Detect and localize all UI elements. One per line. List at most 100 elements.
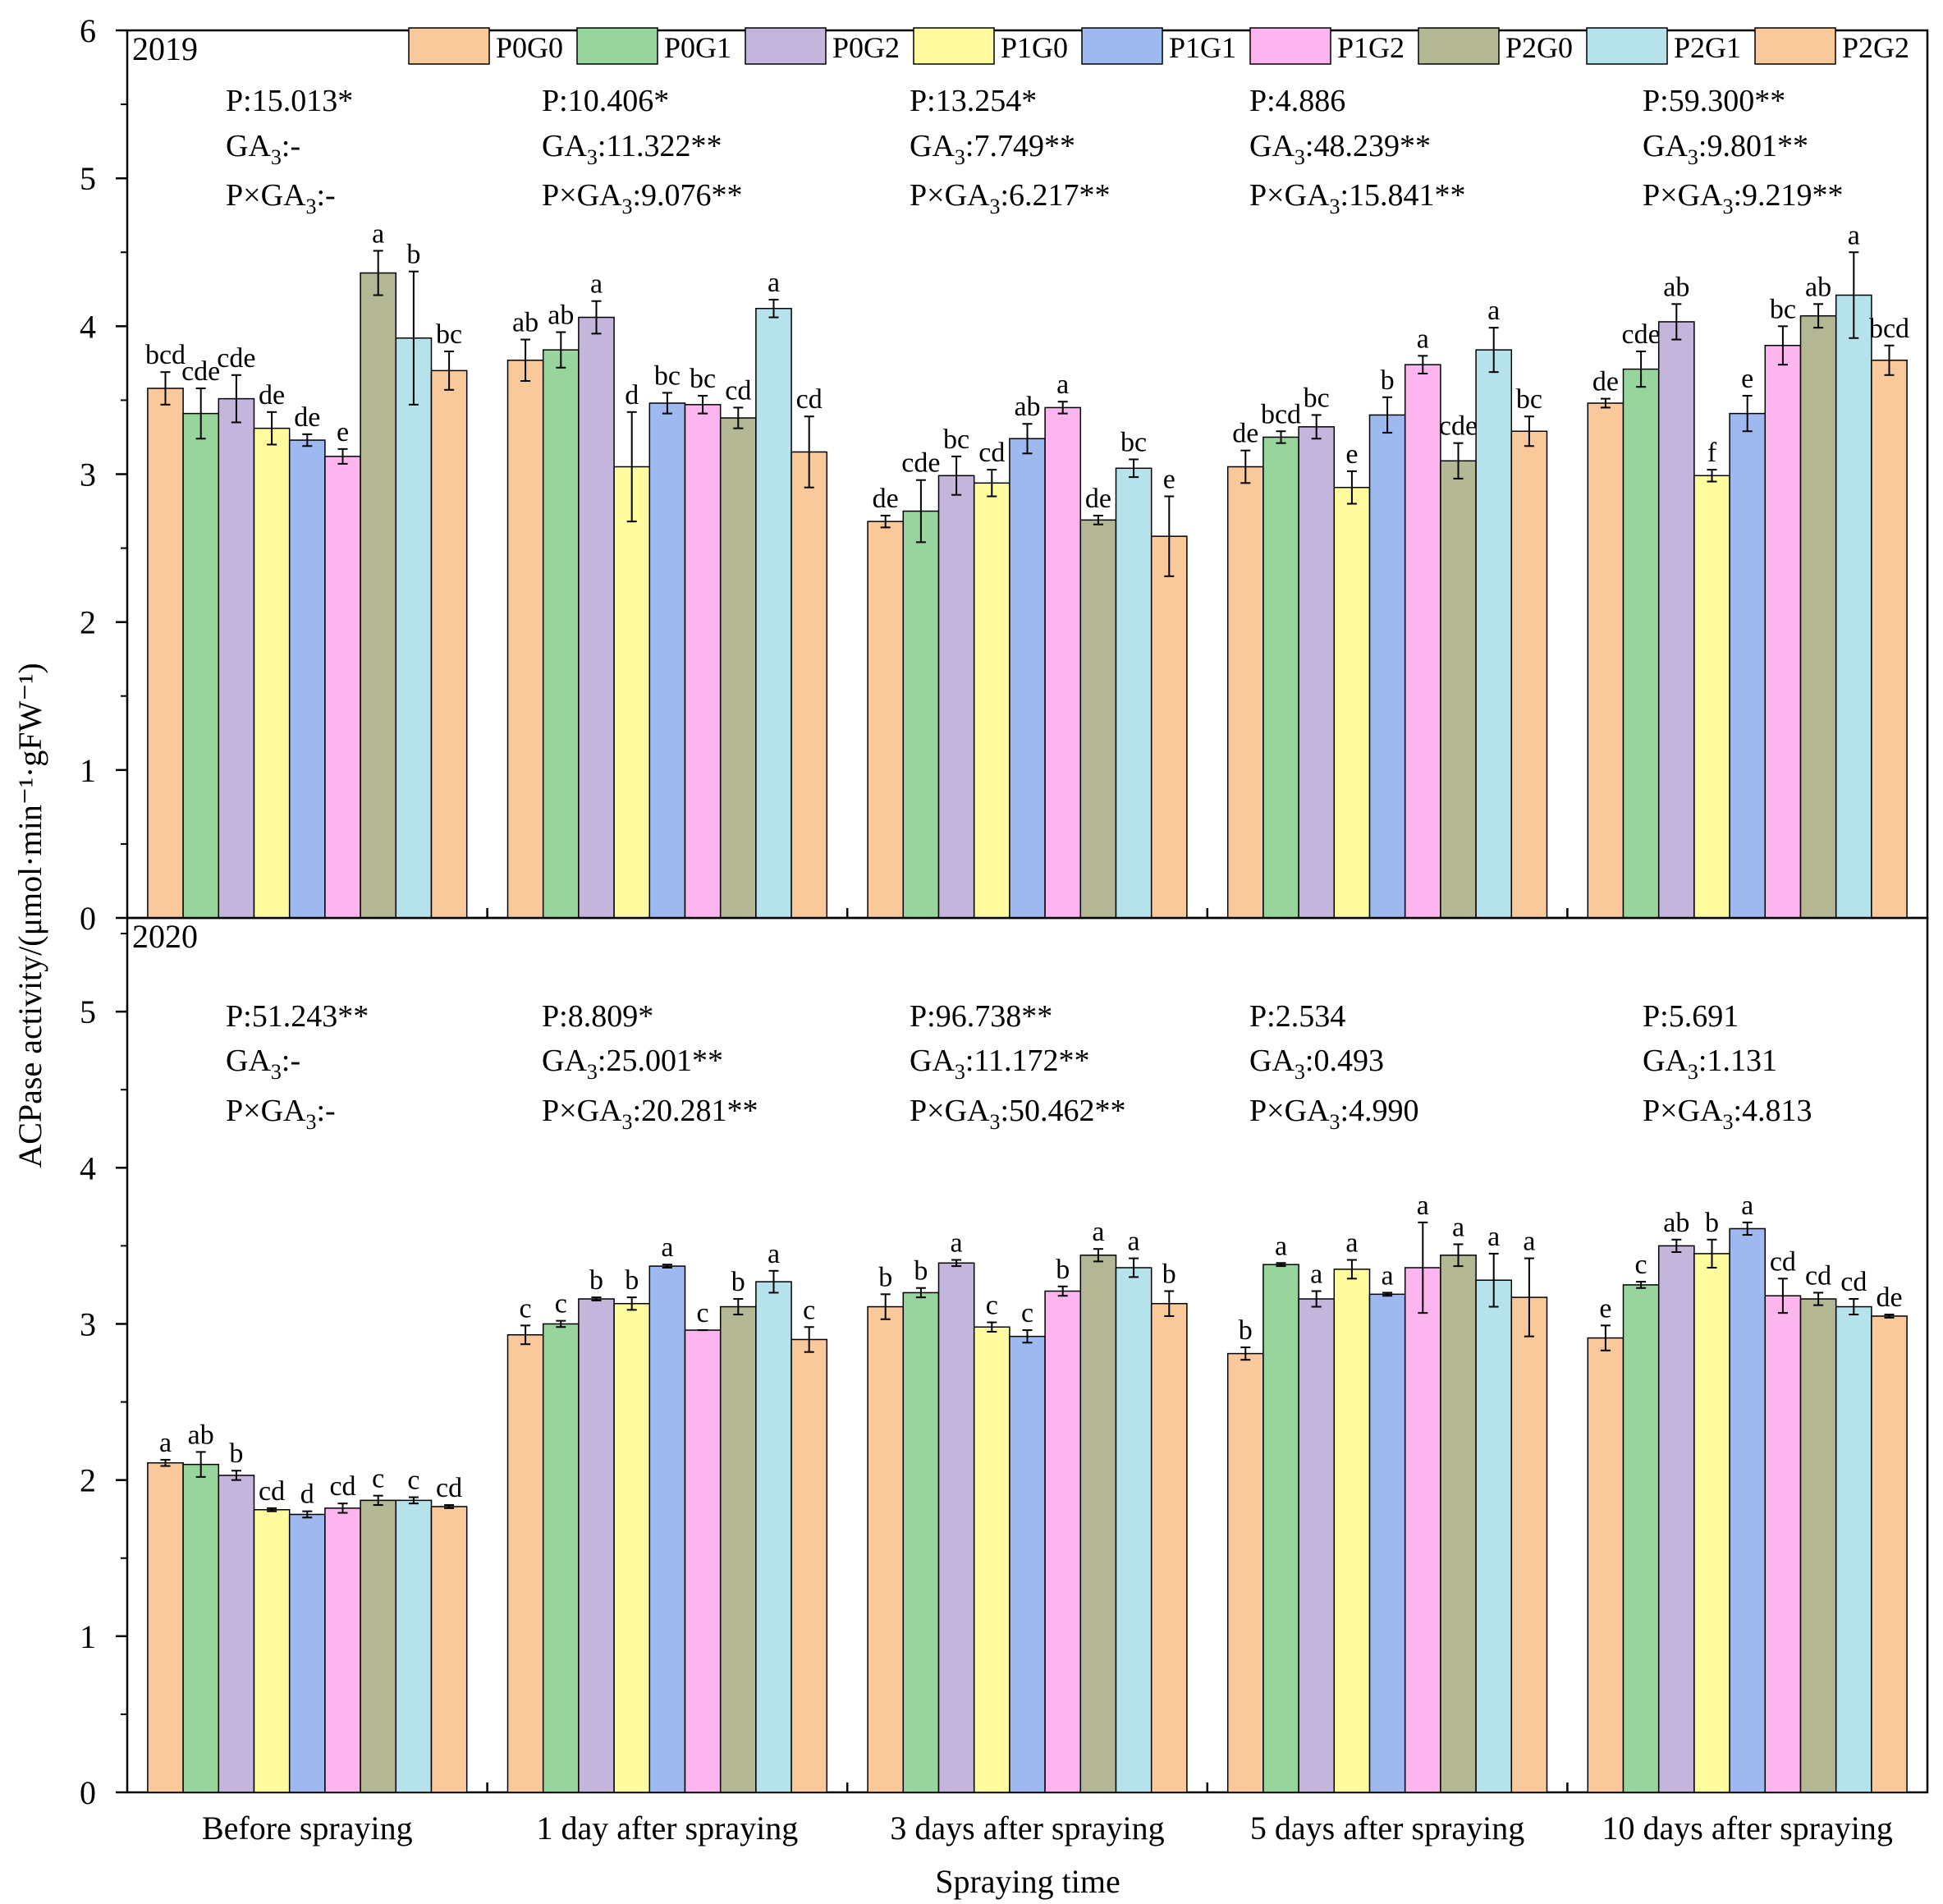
significance-letter: b (625, 1265, 639, 1296)
bar (1729, 1227, 1767, 1793)
significance-letter: a (1523, 1227, 1535, 1257)
significance-letter: c (407, 1466, 419, 1496)
stat-p-x-ga3: P×GA3:- (226, 178, 336, 218)
legend-label: P1G1 (1169, 31, 1236, 64)
bar (1115, 467, 1153, 919)
significance-letter: bcd (145, 340, 186, 370)
significance-letter: f (1707, 438, 1717, 468)
bar (1009, 438, 1046, 919)
significance-letter: a (661, 1232, 673, 1263)
stat-ga3: GA3:11.322** (542, 129, 722, 169)
legend-swatch (1754, 27, 1836, 65)
significance-letter: de (1876, 1282, 1902, 1313)
bar (1835, 294, 1872, 919)
bar (1835, 1305, 1872, 1793)
significance-letter: cd (978, 438, 1005, 468)
stat-p-x-ga3: P×GA3:9.219** (1643, 178, 1844, 218)
significance-letter: c (986, 1291, 998, 1321)
significance-letter: a (951, 1227, 963, 1258)
stat-ga3: GA3:- (226, 129, 300, 169)
stat-p: P:51.243** (226, 999, 369, 1034)
significance-letter: c (697, 1298, 709, 1328)
bar (147, 1461, 184, 1793)
significance-letter: c (372, 1464, 384, 1494)
y-tick-label: 0 (80, 1774, 96, 1811)
significance-letter: cd (329, 1471, 355, 1502)
significance-letter: bc (1516, 384, 1542, 415)
bar (360, 272, 397, 919)
bar (430, 369, 468, 919)
bar (1510, 1296, 1548, 1793)
bar (1226, 1352, 1264, 1793)
bar (1262, 436, 1299, 919)
stat-ga3: GA3:0.493 (1249, 1044, 1384, 1084)
significance-letter: a (1092, 1217, 1104, 1247)
stat-p: P:59.300** (1643, 84, 1785, 118)
legend-label: P1G2 (1337, 31, 1405, 64)
significance-letter: d (625, 380, 639, 411)
significance-letter: bcd (1261, 399, 1301, 429)
legend: P0G0 P0G1 P0G2 P1G0 P1G1 P1G2 P2G0 P2G1 P2G2 (408, 27, 1909, 65)
bar (1799, 314, 1837, 919)
bar (1150, 535, 1188, 919)
significance-letter: a (1417, 1191, 1429, 1221)
bar (578, 316, 615, 919)
bar (937, 1262, 975, 1793)
bar (1587, 402, 1625, 919)
significance-letter: a (1056, 369, 1069, 400)
significance-letter: a (372, 218, 384, 249)
bar (218, 397, 255, 919)
stat-ga3: GA3:48.239** (1249, 129, 1431, 169)
anova-stats-0: P:51.243** GA3:- P×GA3:- (226, 999, 369, 1134)
significance-letter: b (914, 1256, 928, 1287)
significance-letter: bc (943, 424, 969, 455)
stat-p-x-ga3: P×GA3:9.076** (542, 178, 743, 218)
legend-label: P0G0 (496, 31, 563, 64)
bar (218, 1475, 255, 1793)
bar (867, 1305, 905, 1793)
anova-stats-4: P:5.691 GA3:1.131 P×GA3:4.813 (1643, 999, 1812, 1134)
stat-p-x-ga3: P×GA3:- (226, 1094, 336, 1134)
legend-label: P2G1 (1674, 31, 1741, 64)
x-category-label: 3 days after spraying (890, 1810, 1164, 1847)
anova-stats-2: P:13.254* GA3:7.749** P×GA3:6.217** (910, 84, 1111, 218)
bar (1298, 1298, 1336, 1793)
bar (578, 1298, 615, 1793)
bar (542, 1323, 580, 1793)
bar (1115, 1267, 1153, 1793)
significance-letter: bc (1120, 427, 1147, 457)
stat-ga3: GA3:11.172** (910, 1044, 1090, 1084)
bar (613, 466, 651, 919)
panel-year-label: 2020 (132, 918, 198, 955)
legend-swatch (1418, 27, 1500, 65)
bar (1262, 1264, 1299, 1793)
y-tick-label: 3 (80, 1305, 96, 1342)
legend-swatch (408, 27, 490, 65)
significance-letter: d (300, 1480, 314, 1510)
bar (1871, 1315, 1908, 1793)
bar (1475, 349, 1513, 919)
significance-letter: b (589, 1265, 603, 1296)
legend-item: P2G1 (1586, 27, 1741, 65)
significance-letter: a (590, 269, 603, 300)
bar (973, 1326, 1010, 1793)
bar (542, 349, 580, 919)
significance-letter: e (337, 417, 349, 447)
bar (1657, 1245, 1695, 1793)
significance-letter: de (1232, 419, 1258, 449)
significance-letter: b (1162, 1259, 1176, 1290)
significance-letter: c (803, 1295, 815, 1325)
legend-item: P2G0 (1418, 27, 1573, 65)
bar (1298, 426, 1336, 919)
anova-stats-2: P:96.738** GA3:11.172** P×GA3:50.462** (910, 999, 1126, 1134)
bar (1079, 519, 1117, 919)
significance-letter: c (1021, 1298, 1033, 1328)
significance-letter: bc (690, 364, 716, 394)
significance-letter: ab (548, 301, 574, 331)
significance-letter: b (1381, 365, 1395, 396)
